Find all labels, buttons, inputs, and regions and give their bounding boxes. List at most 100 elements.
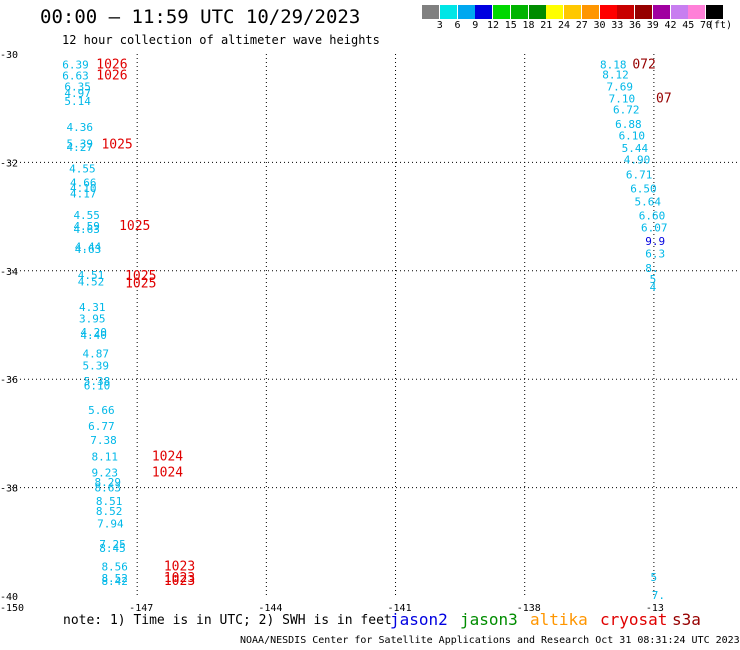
- data-point-label: 7.69: [607, 81, 634, 94]
- scale-swatch: [510, 5, 528, 19]
- data-point-label: 5.38: [84, 375, 111, 388]
- scale-label: 30: [593, 20, 606, 31]
- scale-swatch: [564, 5, 581, 19]
- scale-unit: (ft): [708, 20, 733, 31]
- data-point-label: 6.60: [639, 210, 666, 223]
- data-point-label: 4.17: [70, 187, 97, 200]
- satellite-label: altika: [530, 610, 588, 629]
- data-point-label: 6.63: [62, 70, 89, 83]
- data-point-label: 9.9: [645, 235, 665, 248]
- x-tick-label: -141: [388, 603, 412, 614]
- data-point-label: 5.66: [88, 404, 115, 417]
- scale-swatch: [493, 5, 510, 19]
- scale-swatch: [706, 5, 723, 19]
- x-tick-label: -150: [0, 603, 24, 614]
- data-point-label: 6.10: [84, 380, 111, 393]
- data-point-label: 4.51: [78, 269, 105, 282]
- data-point-label: 8.12: [602, 69, 629, 82]
- data-point-label: 6.3: [645, 247, 665, 260]
- scale-label: 21: [540, 20, 553, 31]
- data-point-label: 072: [632, 57, 655, 72]
- data-point-label: 4.10: [70, 182, 97, 195]
- y-tick-label: -32: [0, 158, 18, 169]
- scale-label: 3: [436, 20, 443, 31]
- data-point-label: 8.52: [96, 505, 123, 518]
- data-point-label: 1025: [101, 138, 132, 153]
- scale-swatch: [652, 5, 670, 19]
- data-point-label: 4.55: [69, 162, 96, 175]
- satellite-label: s3a: [672, 610, 701, 629]
- scale-label: 33: [611, 20, 624, 31]
- x-tick-label: -147: [129, 603, 153, 614]
- data-point-label: 8.18: [600, 58, 627, 71]
- scale-label: 42: [664, 20, 677, 31]
- scale-label: 15: [504, 20, 517, 31]
- scale-swatch: [635, 5, 652, 19]
- scale-label: 70: [700, 20, 713, 31]
- data-point-label: 4.87: [82, 348, 109, 361]
- page-title: 00:00 – 11:59 UTC 10/29/2023: [40, 6, 361, 28]
- data-point-label: 6.39: [62, 58, 89, 71]
- footer-credit: NOAA/NESDIS Center for Satellite Applica…: [240, 635, 740, 646]
- page-subtitle: 12 hour collection of altimeter wave hei…: [62, 33, 380, 47]
- data-point-label: 4.90: [624, 154, 651, 167]
- scale-label: 36: [629, 20, 642, 31]
- x-tick-label: -138: [517, 603, 541, 614]
- data-point-label: 5: [650, 571, 657, 584]
- data-point-label: 7.38: [90, 434, 117, 447]
- data-point-label: 5.44: [622, 142, 649, 155]
- data-point-label: 9.23: [92, 466, 119, 479]
- data-point-label: 8.45: [99, 542, 126, 555]
- data-point-label: 3.95: [79, 312, 106, 325]
- data-point-label: 5.39: [67, 137, 94, 150]
- data-point-label: 4.27: [67, 141, 94, 154]
- satellite-label: cryosat: [600, 610, 668, 629]
- scale-label: 27: [575, 20, 588, 31]
- scale-swatch: [688, 5, 706, 19]
- data-point-label: 8.29: [95, 476, 122, 489]
- data-point-label: 6.77: [88, 420, 115, 433]
- data-point-label: 6.50: [630, 182, 657, 195]
- scale-swatch: [528, 5, 546, 19]
- x-tick-label: -13: [646, 603, 664, 614]
- y-tick-label: -30: [0, 50, 18, 61]
- satellite-label: jason3: [460, 610, 518, 629]
- data-point-label: 8.51: [96, 495, 123, 508]
- data-point-label: 1023: [164, 571, 195, 586]
- scale-swatch: [546, 5, 564, 19]
- data-point-label: 8.42: [101, 575, 128, 588]
- scale-label: 45: [682, 20, 695, 31]
- data-point-label: 4.40: [80, 329, 107, 342]
- scale-label: 39: [646, 20, 659, 31]
- data-point-label: 8.52: [101, 572, 128, 585]
- data-point-label: 7.94: [97, 517, 124, 530]
- y-tick-label: -34: [0, 267, 18, 278]
- data-point-label: 4.97: [64, 87, 91, 100]
- data-point-label: 4.36: [67, 121, 94, 134]
- data-point-label: 1023: [164, 560, 195, 575]
- x-tick-label: -144: [258, 603, 282, 614]
- data-point-label: 6.10: [619, 129, 646, 142]
- scale-swatch: [422, 5, 439, 19]
- data-point-label: 1024: [152, 465, 183, 480]
- data-point-label: 7.25: [99, 538, 126, 551]
- scale-swatch: [457, 5, 475, 19]
- data-point-label: 6.72: [613, 103, 640, 116]
- data-point-label: 4: [650, 281, 657, 294]
- data-point-label: 6.88: [615, 118, 642, 131]
- satellite-label: jason2: [390, 610, 448, 629]
- data-point-label: 8.56: [101, 561, 128, 574]
- data-point-label: 4.59: [73, 220, 100, 233]
- data-point-label: 4.52: [78, 276, 105, 289]
- data-point-label: 6.71: [626, 168, 653, 181]
- data-point-label: 8.: [645, 262, 658, 275]
- data-point-label: 1024: [152, 450, 183, 465]
- data-point-label: 4.31: [79, 301, 106, 314]
- footer-note: note: 1) Time is in UTC; 2) SWH is in fe…: [63, 613, 392, 628]
- data-point-label: 6.07: [641, 221, 668, 234]
- data-point-label: 4.44: [75, 240, 102, 253]
- data-point-label: 8.63: [95, 482, 122, 495]
- y-tick-label: -36: [0, 375, 18, 386]
- data-point-label: 1025: [119, 219, 150, 234]
